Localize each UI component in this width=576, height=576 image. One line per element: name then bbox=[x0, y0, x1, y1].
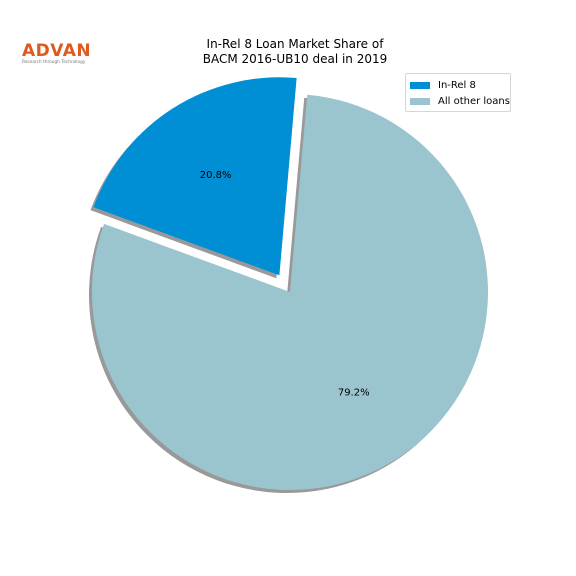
logo-wordmark: ADVAN bbox=[22, 41, 92, 61]
advan-logo: ADVAN Research through Technology bbox=[22, 42, 102, 66]
chart-title: In-Rel 8 Loan Market Share of BACM 2016-… bbox=[150, 37, 440, 66]
logo-tagline: Research through Technology bbox=[22, 60, 86, 65]
legend-label-all-other-loans: All other loans bbox=[438, 95, 510, 107]
chart-title-line-2: BACM 2016-UB10 deal in 2019 bbox=[202, 51, 388, 66]
pie-label-in-rel-8: 20.8% bbox=[200, 170, 232, 181]
legend: In-Rel 8 All other loans bbox=[405, 73, 511, 112]
chart-title-line-1: In-Rel 8 Loan Market Share of bbox=[206, 37, 384, 51]
legend-swatch-in-rel-8 bbox=[410, 81, 430, 89]
pie-slice-all-other-loans bbox=[92, 94, 488, 491]
legend-label-in-rel-8: In-Rel 8 bbox=[438, 79, 476, 91]
legend-item-all-other-loans: All other loans bbox=[406, 93, 510, 109]
pie-label-all-other-loans: 79.2% bbox=[338, 387, 370, 398]
legend-item-in-rel-8: In-Rel 8 bbox=[406, 77, 510, 93]
pie-slice-in-rel-8 bbox=[93, 77, 297, 276]
legend-swatch-all-other-loans bbox=[410, 97, 430, 105]
